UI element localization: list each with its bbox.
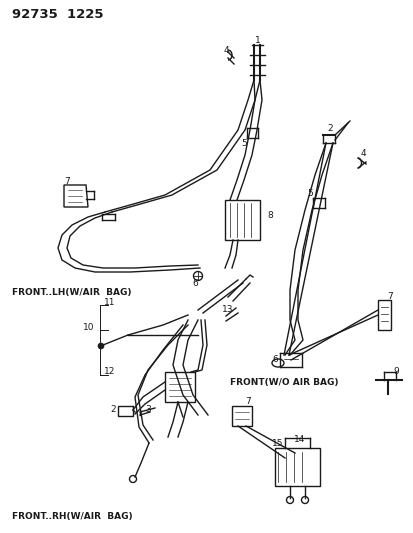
- Text: 15: 15: [272, 440, 283, 448]
- Text: FRONT(W/O AIR BAG): FRONT(W/O AIR BAG): [230, 378, 338, 387]
- Text: 1: 1: [254, 36, 260, 44]
- Text: 5: 5: [306, 189, 312, 198]
- Circle shape: [98, 343, 104, 349]
- Text: 12: 12: [104, 367, 115, 376]
- Text: 7: 7: [64, 176, 70, 185]
- Text: 7: 7: [386, 292, 392, 301]
- Text: 7: 7: [244, 398, 250, 407]
- Text: 14: 14: [294, 435, 305, 445]
- Text: FRONT..RH(W/AIR  BAG): FRONT..RH(W/AIR BAG): [12, 512, 132, 521]
- Text: 5: 5: [240, 139, 246, 148]
- Text: 3: 3: [145, 406, 150, 415]
- Text: 2: 2: [110, 405, 116, 414]
- Text: FRONT..LH(W/AIR  BAG): FRONT..LH(W/AIR BAG): [12, 288, 131, 297]
- Text: 4: 4: [223, 45, 228, 54]
- Text: 2: 2: [326, 124, 332, 133]
- Text: 9: 9: [392, 367, 398, 376]
- Text: 6: 6: [271, 356, 277, 365]
- Text: 11: 11: [104, 297, 116, 306]
- Text: 13: 13: [222, 304, 233, 313]
- Text: 10: 10: [83, 322, 95, 332]
- Text: 4: 4: [359, 149, 365, 157]
- Text: 92735  1225: 92735 1225: [12, 8, 103, 21]
- Text: 8: 8: [266, 211, 272, 220]
- Text: 6: 6: [192, 279, 197, 287]
